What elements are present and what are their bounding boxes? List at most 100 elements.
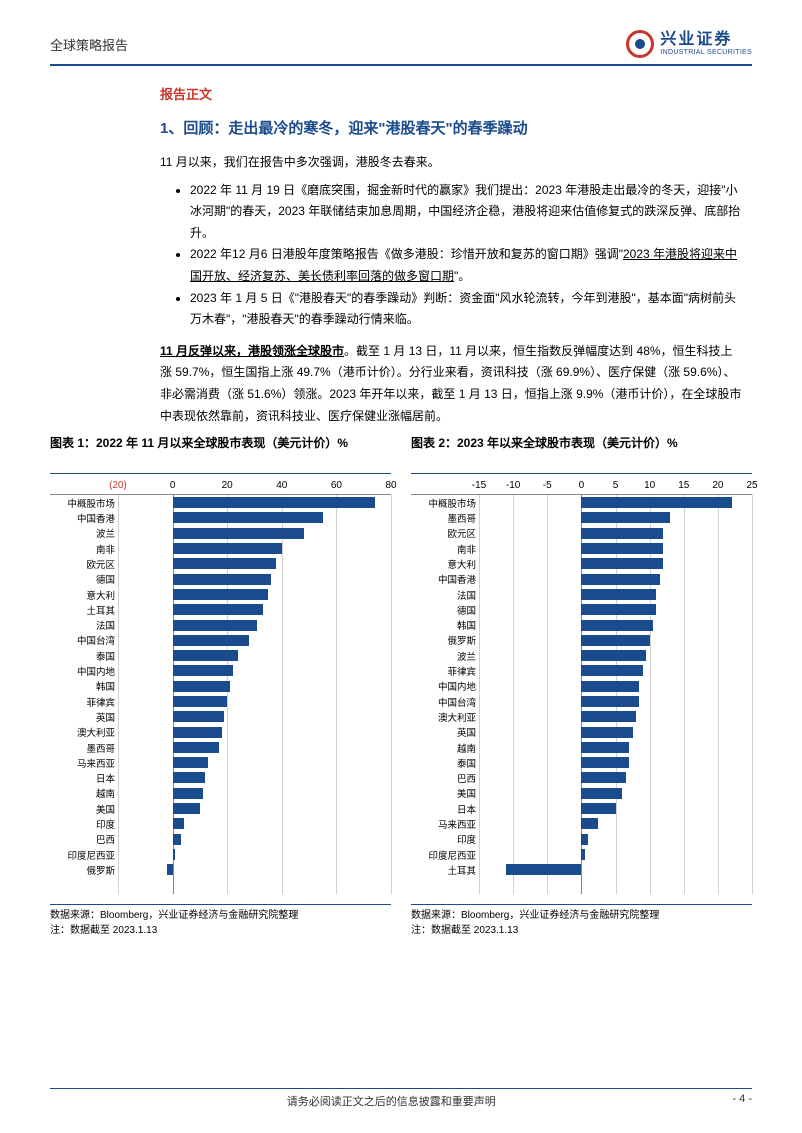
bar-category-label: 意大利 <box>411 557 479 571</box>
bar-category-label: 中国香港 <box>50 511 118 525</box>
bar-fill <box>581 543 663 554</box>
chart-rule <box>50 473 391 474</box>
bar-fill <box>581 665 642 676</box>
bar-category-label: 英国 <box>50 710 118 724</box>
bar-fill <box>173 849 176 860</box>
bar-fill <box>173 589 269 600</box>
bar-fill <box>173 635 249 646</box>
bar-fill <box>173 620 258 631</box>
logo-cn: 兴业证券 <box>660 31 752 49</box>
bar-fill <box>581 818 598 829</box>
chart-1: 图表 1：2022 年 11 月以来全球股市表现（美元计价）% (20)0204… <box>50 435 391 938</box>
bar-category-label: 墨西哥 <box>411 511 479 525</box>
bar-category-label: 中国台湾 <box>411 695 479 709</box>
bar-category-label: 印度 <box>50 817 118 831</box>
bar-category-label: 俄罗斯 <box>411 633 479 647</box>
footer: 请务必阅读正文之后的信息披露和重要声明 - 4 - <box>50 1088 752 1109</box>
bar-fill <box>173 818 184 829</box>
bar-category-label: 美国 <box>50 802 118 816</box>
bar-category-label: 南非 <box>411 542 479 556</box>
bar-fill <box>581 803 615 814</box>
bar-fill <box>581 589 656 600</box>
bar-fill <box>581 650 646 661</box>
list-item: 2022 年 11 月 19 日《磨底突围，掘金新时代的赢家》我们提出：2023… <box>190 180 742 245</box>
chart-source: 数据来源：Bloomberg，兴业证券经济与金融研究院整理 注：数据截至 202… <box>411 904 752 938</box>
bar-category-label: 俄罗斯 <box>50 863 118 877</box>
bar-fill <box>173 834 181 845</box>
chart-source: 数据来源：Bloomberg，兴业证券经济与金融研究院整理 注：数据截至 202… <box>50 904 391 938</box>
chart-title: 图表 2：2023 年以来全球股市表现（美元计价）% <box>411 435 752 469</box>
bar-category-label: 法国 <box>50 618 118 632</box>
bar-category-label: 日本 <box>411 802 479 816</box>
bar-fill <box>581 696 639 707</box>
paragraph-2: 11 月反弹以来，港股领涨全球股市。截至 1 月 13 日，11 月以来，恒生指… <box>160 341 742 427</box>
bar-category-label: 南非 <box>50 542 118 556</box>
bar-fill <box>581 512 670 523</box>
bar-category-label: 中国台湾 <box>50 633 118 647</box>
bar-category-label: 菲律宾 <box>411 664 479 678</box>
bar-category-label: 中国内地 <box>50 664 118 678</box>
bar-fill <box>173 497 375 508</box>
bar-category-label: 印度尼西亚 <box>50 848 118 862</box>
bar-fill <box>173 681 230 692</box>
bar-category-label: 越南 <box>50 786 118 800</box>
bar-category-label: 德国 <box>50 572 118 586</box>
bar-fill <box>167 864 172 875</box>
bar-fill <box>506 864 581 875</box>
bar-fill <box>581 788 622 799</box>
bar-fill <box>581 757 629 768</box>
bar-fill <box>173 528 304 539</box>
chart-rule <box>411 473 752 474</box>
header: 全球策略报告 兴业证券 INDUSTRIAL SECURITIES <box>50 30 752 66</box>
bar-fill <box>581 849 584 860</box>
logo-en: INDUSTRIAL SECURITIES <box>660 49 752 57</box>
bar-category-label: 中概股市场 <box>50 496 118 510</box>
bar-category-label: 韩国 <box>411 618 479 632</box>
bar-category-label: 韩国 <box>50 679 118 693</box>
bar-fill <box>173 665 233 676</box>
bar-category-label: 马来西亚 <box>50 756 118 770</box>
bar-fill <box>173 727 222 738</box>
intro-paragraph: 11 月以来，我们在报告中多次强调，港股冬去春来。 <box>160 152 742 174</box>
bar-category-label: 法国 <box>411 588 479 602</box>
bar-category-label: 马来西亚 <box>411 817 479 831</box>
bar-category-label: 日本 <box>50 771 118 785</box>
chart-area: (20)020406080中概股市场中国香港波兰南非欧元区德国意大利土耳其法国中… <box>50 480 391 900</box>
bar-category-label: 中国香港 <box>411 572 479 586</box>
bar-category-label: 巴西 <box>411 771 479 785</box>
bar-fill <box>173 543 282 554</box>
bar-fill <box>581 742 629 753</box>
bar-category-label: 印度 <box>411 832 479 846</box>
bar-category-label: 泰国 <box>50 649 118 663</box>
bar-fill <box>581 834 588 845</box>
bar-category-label: 欧元区 <box>411 526 479 540</box>
bar-category-label: 波兰 <box>50 526 118 540</box>
bar-fill <box>581 727 632 738</box>
bar-fill <box>581 574 659 585</box>
bar-category-label: 欧元区 <box>50 557 118 571</box>
bar-fill <box>581 772 625 783</box>
bar-category-label: 德国 <box>411 603 479 617</box>
bar-category-label: 巴西 <box>50 832 118 846</box>
bar-fill <box>581 635 649 646</box>
chart-2: 图表 2：2023 年以来全球股市表现（美元计价）% -15-10-505101… <box>411 435 752 938</box>
bar-fill <box>173 742 219 753</box>
footer-disclaimer: 请务必阅读正文之后的信息披露和重要声明 <box>287 1093 496 1109</box>
bar-category-label: 泰国 <box>411 756 479 770</box>
bar-fill <box>173 650 239 661</box>
doc-type: 全球策略报告 <box>50 35 128 54</box>
bar-fill <box>581 528 663 539</box>
bar-fill <box>581 497 731 508</box>
company-logo: 兴业证券 INDUSTRIAL SECURITIES <box>626 30 752 58</box>
bar-fill <box>581 604 656 615</box>
bar-fill <box>173 574 271 585</box>
bar-category-label: 菲律宾 <box>50 695 118 709</box>
section-label: 报告正文 <box>160 84 742 103</box>
bar-category-label: 澳大利亚 <box>411 710 479 724</box>
list-item: 2022 年12 月6 日港股年度策略报告《做多港股：珍惜开放和复苏的窗口期》强… <box>190 244 742 287</box>
bar-category-label: 中概股市场 <box>411 496 479 510</box>
logo-icon <box>626 30 654 58</box>
bar-fill <box>173 604 263 615</box>
bar-category-label: 英国 <box>411 725 479 739</box>
bar-category-label: 意大利 <box>50 588 118 602</box>
